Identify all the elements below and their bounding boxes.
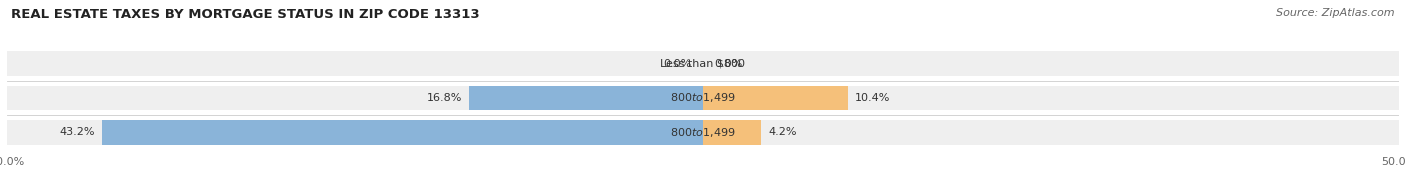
Bar: [101, 120, 703, 145]
Text: 4.2%: 4.2%: [769, 127, 797, 137]
Text: $800 to $1,499: $800 to $1,499: [671, 92, 735, 104]
Text: Less than $800: Less than $800: [661, 59, 745, 69]
Text: 0.0%: 0.0%: [714, 59, 742, 69]
Text: Source: ZipAtlas.com: Source: ZipAtlas.com: [1277, 8, 1395, 18]
Text: 43.2%: 43.2%: [59, 127, 94, 137]
Bar: [7, 86, 1399, 110]
Text: 16.8%: 16.8%: [427, 93, 463, 103]
Bar: [703, 120, 762, 145]
Text: $800 to $1,499: $800 to $1,499: [671, 126, 735, 139]
Bar: [7, 51, 1399, 76]
Text: 0.0%: 0.0%: [664, 59, 692, 69]
Bar: [470, 86, 703, 110]
Bar: [7, 120, 1399, 145]
Bar: [703, 86, 848, 110]
Text: 10.4%: 10.4%: [855, 93, 890, 103]
Text: REAL ESTATE TAXES BY MORTGAGE STATUS IN ZIP CODE 13313: REAL ESTATE TAXES BY MORTGAGE STATUS IN …: [11, 8, 479, 21]
